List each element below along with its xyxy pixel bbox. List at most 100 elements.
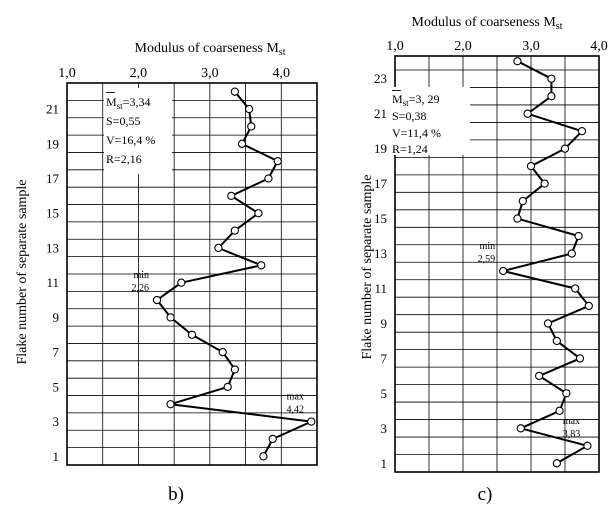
data-point [237,139,247,148]
y-axis-title-b: Flake number of separate sample [15,179,30,364]
stats-s-c: S=0,38 [392,109,426,123]
x-tick-labels-c: 1,0 2,0 3,0 4,0 [386,39,608,54]
stats-r-b: R=2,16 [106,152,142,166]
data-point [273,156,282,166]
data-point [584,301,593,311]
stats-box-c: Mst=3, 29 S=0,38 V=11,4 % R=1,24 [392,87,470,156]
data-point [214,243,223,253]
x-tick-label: 2,0 [454,39,472,54]
y-axis-title-c: Flake number of separate sample [360,174,375,359]
data-point [574,231,583,241]
data-point [575,354,585,363]
data-point [227,191,236,201]
y-tick-label: 17 [46,171,60,186]
data-point [567,249,576,258]
data-point [268,434,277,444]
annotation-max-value: 4,42 [287,405,305,416]
y-tick-label: 15 [46,206,59,221]
x-tick-label: 4,0 [273,66,291,81]
data-point [166,313,175,322]
x-tick-label: 1,0 [386,39,404,54]
data-point [230,365,240,374]
y-tick-label: 19 [374,141,387,156]
y-tick-label: 19 [46,136,59,151]
data-point [513,214,522,223]
stats-v-b: V=16,4 % [106,133,155,147]
chart-panel-b: Modulus of coarseness Mst 1,0 2,0 3,0 4,0 1… [15,41,318,505]
data-point [562,389,571,398]
y-tick-label: 13 [374,246,387,261]
data-point [264,174,273,183]
data-point [498,266,508,276]
stats-mean-c: Mst=3, 29 [392,92,439,108]
data-point [552,459,561,468]
data-point [543,319,553,328]
data-point [244,104,254,114]
x-axis-title-b: Modulus of coarseness Mst [135,41,286,58]
stats-v-c: V=11,4 % [392,126,441,140]
plot-frame [66,82,318,466]
y-tick-label: 3 [53,414,60,429]
y-tick-label: 3 [381,421,388,436]
data-point [571,284,580,293]
stats-mean-b: Mst=3,34 [106,95,150,111]
stats-box-background-c [392,87,470,155]
x-tick-label: 4,0 [590,39,608,54]
annotation-min-label: min [480,241,496,252]
annotation-min-value: 2,59 [478,254,496,265]
y-tick-label: 1 [53,449,60,464]
data-point [230,226,240,235]
y-tick-label: 5 [53,379,60,394]
annotation-min-value: 2,26 [132,283,150,294]
data-point [555,406,564,415]
data-point [577,127,587,136]
x-tick-label: 1,0 [58,66,76,81]
data-point [535,371,544,381]
y-tick-label: 23 [374,71,387,86]
data-point [259,452,268,461]
data-point [516,424,525,433]
data-point [518,196,527,206]
y-tick-label: 11 [46,275,59,290]
grid-b [66,82,318,466]
annotations-c: min 2,59 max 3,83 [478,241,581,440]
x-tick-label: 2,0 [130,66,148,81]
data-point [560,144,570,153]
data-point [223,382,232,392]
panel-label-c: c) [478,484,493,505]
x-tick-label: 3,0 [522,39,540,54]
y-tick-label: 1 [381,456,388,471]
x-tick-labels-b: 1,0 2,0 3,0 4,0 [58,66,290,81]
annotations-b: min 2,26 max 4,42 [132,270,305,416]
y-tick-label: 13 [46,240,59,255]
data-point [218,347,227,357]
data-series-c [498,57,593,468]
data-point [552,336,561,346]
y-tick-label: 21 [374,106,387,121]
chart-panel-c: Modulus of coarseness Mst 1,0 2,0 3,0 4,0 1… [360,15,608,505]
y-tick-label: 7 [53,345,60,360]
data-point [513,57,522,66]
series-line [156,91,313,457]
stats-r-c: R=1,24 [392,142,428,156]
data-point [177,278,186,287]
data-point [166,400,175,409]
data-point [547,92,556,101]
x-tick-label: 3,0 [201,66,219,81]
data-point [152,295,162,305]
data-point [247,122,256,131]
plot-frame [394,55,600,473]
y-tick-label: 5 [381,386,388,401]
y-tick-label: 17 [374,176,388,191]
x-axis-title-c: Modulus of coarseness Mst [412,15,563,32]
y-tick-label: 9 [53,310,60,325]
data-point [254,209,263,218]
data-series-b [152,87,316,461]
y-tick-label: 11 [374,281,387,296]
data-point [583,441,592,450]
y-tick-label: 21 [46,102,59,117]
y-tick-label: 15 [374,211,387,226]
data-point [540,179,549,188]
